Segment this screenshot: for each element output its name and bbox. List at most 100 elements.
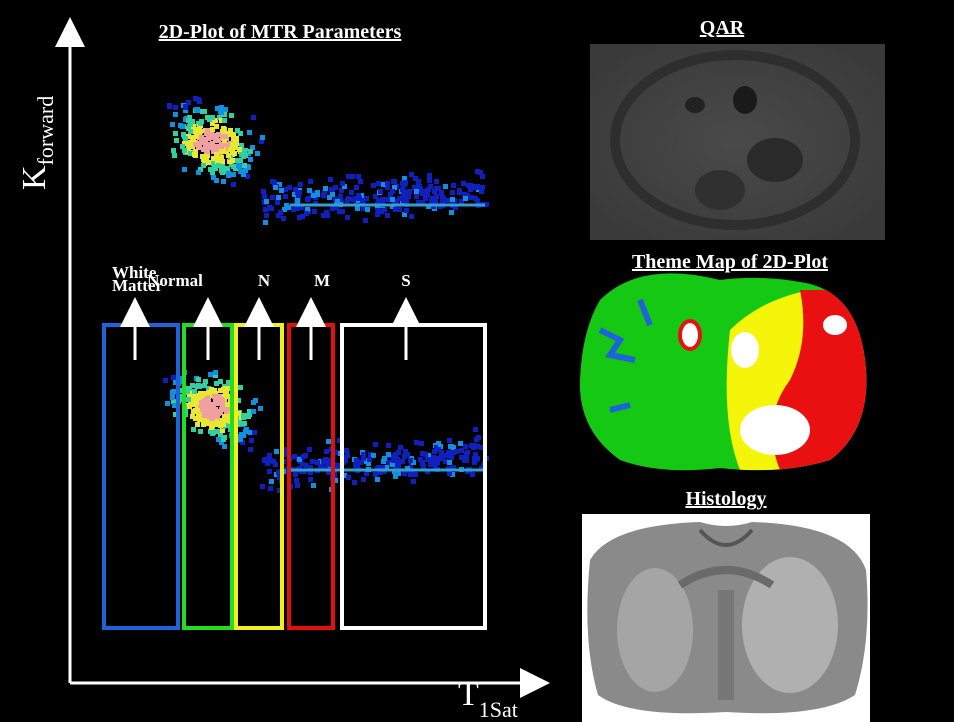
- density-pixel: [478, 170, 483, 175]
- density-pixel: [397, 207, 402, 212]
- density-pixel: [283, 194, 288, 199]
- density-pixel: [192, 400, 197, 405]
- density-pixel: [171, 389, 176, 394]
- y-axis-symbol: K: [16, 165, 53, 190]
- density-pixel: [213, 133, 218, 138]
- density-pixel: [325, 462, 330, 467]
- density-pixel: [454, 449, 459, 454]
- density-pixel: [396, 450, 401, 455]
- density-pixel: [324, 449, 329, 454]
- density-pixel: [202, 420, 207, 425]
- map-s: [823, 315, 847, 335]
- density-pixel: [191, 409, 196, 414]
- density-pixel: [197, 141, 202, 146]
- density-pixel: [381, 459, 386, 464]
- density-pixel: [215, 414, 220, 419]
- theme-map: [575, 270, 875, 480]
- density-pixel: [252, 430, 257, 435]
- density-pixel: [434, 194, 439, 199]
- density-pixel: [427, 173, 432, 178]
- density-pixel: [386, 452, 391, 457]
- density-pixel: [195, 422, 200, 427]
- density-pixel: [213, 166, 218, 171]
- density-pixel: [255, 151, 260, 156]
- density-pixel: [197, 417, 202, 422]
- map-s: [680, 321, 700, 349]
- region-label: N: [258, 271, 271, 290]
- density-pixel: [375, 212, 380, 217]
- density-pixel: [216, 437, 221, 442]
- density-pixel: [295, 483, 300, 488]
- density-pixel: [228, 147, 233, 152]
- density-pixel: [187, 404, 192, 409]
- density-pixel: [346, 475, 351, 480]
- density-pixel: [315, 192, 320, 197]
- density-pixel: [329, 187, 334, 192]
- density-pixel: [395, 462, 400, 467]
- density-pixel: [306, 196, 311, 201]
- density-pixel: [223, 417, 228, 422]
- density-pixel: [473, 196, 478, 201]
- density-pixel: [396, 471, 401, 476]
- x-axis-subscript: 1Sat: [479, 697, 518, 722]
- density-pixel: [307, 447, 312, 452]
- density-pixel: [268, 486, 273, 491]
- density-pixel: [291, 207, 296, 212]
- density-pixel: [356, 174, 361, 179]
- map-s: [740, 405, 810, 455]
- density-pixel: [476, 435, 481, 440]
- density-pixel: [271, 459, 276, 464]
- density-pixel: [294, 478, 299, 483]
- density-pixel: [308, 179, 313, 184]
- density-pixel: [261, 189, 266, 194]
- density-pixel: [221, 179, 226, 184]
- density-pixel: [262, 458, 267, 463]
- density-pixel: [167, 104, 172, 109]
- density-pixel: [224, 393, 229, 398]
- density-pixel: [230, 158, 235, 163]
- density-pixel: [450, 190, 455, 195]
- density-pixel: [409, 172, 414, 177]
- density-pixel: [414, 194, 419, 199]
- density-pixel: [219, 168, 224, 173]
- density-pixel: [417, 184, 422, 189]
- density-pixel: [408, 458, 413, 463]
- density-pixel: [206, 133, 211, 138]
- density-pixel: [450, 197, 455, 202]
- density-pixel: [328, 177, 333, 182]
- density-pixel: [284, 203, 289, 208]
- density-pixel: [463, 444, 468, 449]
- density-pixel: [258, 406, 263, 411]
- density-pixel: [281, 216, 286, 221]
- density-pixel: [420, 460, 425, 465]
- density-pixel: [242, 148, 247, 153]
- density-pixel: [182, 167, 187, 172]
- density-pixel: [235, 128, 240, 133]
- density-pixel: [363, 218, 368, 223]
- density-pixel: [251, 409, 256, 414]
- region-label: S: [401, 271, 410, 290]
- density-pixel: [191, 136, 196, 141]
- density-pixel: [300, 462, 305, 467]
- density-pixel: [201, 163, 206, 168]
- figure: 2D-Plot of MTR Parameters Kforward T1Sat…: [0, 0, 954, 722]
- density-pixel: [253, 398, 258, 403]
- density-pixel: [431, 455, 436, 460]
- density-pixel: [385, 197, 390, 202]
- density-pixel: [468, 187, 473, 192]
- density-pixel: [419, 441, 424, 446]
- density-pixel: [409, 214, 414, 219]
- density-pixel: [408, 472, 413, 477]
- density-pixel: [340, 181, 345, 186]
- density-pixel: [388, 192, 393, 197]
- density-pixel: [220, 398, 225, 403]
- density-pixel: [378, 189, 383, 194]
- density-pixel: [251, 115, 256, 120]
- density-pixel: [171, 375, 176, 380]
- density-pixel: [427, 178, 432, 183]
- density-pixel: [231, 164, 236, 169]
- density-pixel: [231, 172, 236, 177]
- density-pixel: [402, 182, 407, 187]
- density-pixel: [191, 427, 196, 432]
- density-pixel: [407, 189, 412, 194]
